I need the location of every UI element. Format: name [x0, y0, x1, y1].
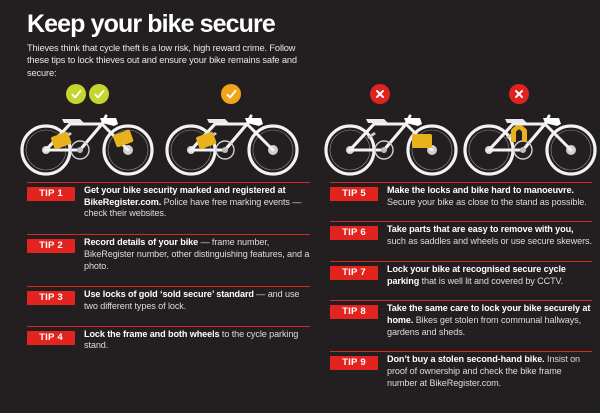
tip-item: TIP 5 Make the locks and bike hard to ma… [330, 182, 592, 208]
tips-column-left: TIP 1 Get your bike security marked and … [27, 182, 310, 352]
bike-wheels [463, 124, 597, 176]
check-icon [221, 84, 241, 104]
tips-column-right: TIP 5 Make the locks and bike hard to ma… [330, 182, 592, 389]
tip-text: Lock the frame and both wheels to the cy… [84, 329, 310, 352]
tip-badge: TIP 2 [27, 239, 75, 254]
tip-text: Get your bike security marked and regist… [84, 185, 310, 220]
bike-illustration-3 [322, 84, 468, 176]
tip-badge: TIP 8 [330, 305, 378, 320]
tip-rest: Secure your bike as close to the stand a… [387, 196, 587, 207]
bike-locks [196, 131, 217, 150]
page-subtitle: Thieves think that cycle theft is a low … [27, 43, 297, 78]
tip-item: TIP 2 Record details of your bike — fram… [27, 234, 310, 272]
bike-locks [51, 129, 134, 150]
tip-badge: TIP 6 [330, 226, 378, 241]
cross-icon [370, 84, 390, 104]
status-mark-good [89, 84, 109, 104]
check-icon [66, 84, 86, 104]
status-marks-bike-2 [221, 84, 241, 106]
bike-details [366, 118, 422, 160]
cross-icon [509, 84, 529, 104]
bike-details [62, 118, 118, 160]
tip-text: Use locks of gold ‘sold secure’ standard… [84, 289, 310, 312]
bike-locks [511, 125, 527, 142]
tip-lead: Use locks of gold ‘sold secure’ standard [84, 289, 254, 300]
tip-item: TIP 6 Take parts that are easy to remove… [330, 221, 592, 247]
tip-divider [27, 182, 310, 183]
bike-locks [412, 134, 432, 148]
tip-divider [330, 260, 592, 262]
bike-details [505, 118, 561, 160]
bike-wheels [20, 124, 154, 176]
tip-item: TIP 1 Get your bike security marked and … [27, 182, 310, 220]
status-mark-bad [509, 84, 529, 104]
tip-badge: TIP 4 [27, 330, 75, 345]
tip-rest: Police have free marking events — check … [84, 196, 302, 219]
tip-divider [330, 221, 592, 223]
bike-wheels [165, 124, 299, 176]
tip-item: TIP 8 Take the same care to lock your bi… [330, 300, 592, 338]
tip-divider [330, 182, 592, 183]
tip-text: Take the same care to lock your bike sec… [387, 303, 592, 338]
tip-badge: TIP 9 [330, 356, 378, 371]
tip-divider [27, 234, 310, 236]
tip-rest: to the cycle parking stand. [84, 328, 299, 351]
tip-divider [27, 286, 310, 288]
status-marks-bike-3 [370, 84, 390, 106]
bike-illustration-4 [461, 84, 600, 176]
header: Keep your bike secure Thieves think that… [27, 10, 327, 79]
tip-rest: Insist on proof of ownership and check t… [387, 354, 580, 388]
tip-badge: TIP 5 [330, 187, 378, 201]
tip-lead: Lock your bike at recognised secure cycl… [387, 263, 566, 286]
tip-item: TIP 9 Don’t buy a stolen second-hand bik… [330, 351, 592, 389]
status-mark-warning [221, 84, 241, 104]
tip-text: Take parts that are easy to remove with … [387, 224, 592, 247]
tip-text: Don’t buy a stolen second-hand bike. Ins… [387, 354, 592, 389]
tip-rest: that is well lit and covered by CCTV. [419, 275, 564, 286]
tip-item: TIP 3 Use locks of gold ‘sold secure’ st… [27, 286, 310, 312]
tip-badge: TIP 7 [330, 265, 378, 280]
tip-divider [330, 351, 592, 353]
tip-lead: Get your bike security marked and regist… [84, 185, 286, 207]
bicycle-graphic [324, 114, 458, 176]
tip-badge: TIP 3 [27, 291, 75, 306]
tip-divider [27, 325, 310, 327]
bike-wheels [324, 124, 458, 176]
tip-rest: such as saddles and wheels or use secure… [387, 236, 592, 247]
check-icon [89, 84, 109, 104]
tip-rest: — and use two different types of lock. [84, 289, 300, 311]
status-mark-good [66, 84, 86, 104]
tip-item: TIP 4 Lock the frame and both wheels to … [27, 325, 310, 352]
bicycle-graphic [20, 114, 154, 176]
tip-lead: Record details of your bike [84, 237, 199, 248]
bike-illustration-band [0, 84, 600, 176]
status-marks-bike-4 [509, 84, 529, 106]
status-mark-bad [370, 84, 390, 104]
tip-divider [330, 300, 592, 302]
tip-rest: — frame number, BikeRegister number, oth… [84, 237, 310, 271]
bicycle-graphic [463, 114, 597, 176]
tip-badge: TIP 1 [27, 187, 75, 201]
tip-lead: Make the locks and bike hard to manoeuvr… [387, 185, 574, 195]
bicycle-graphic [165, 114, 299, 176]
tip-text: Lock your bike at recognised secure cycl… [387, 264, 592, 287]
tip-text: Record details of your bike — frame numb… [84, 237, 310, 272]
tip-rest: Bikes get stolen from communal hallways,… [387, 314, 582, 337]
tip-lead: Lock the frame and both wheels [84, 328, 220, 339]
tip-item: TIP 7 Lock your bike at recognised secur… [330, 260, 592, 287]
page-title: Keep your bike secure [27, 10, 276, 38]
tip-lead: Take parts that are easy to remove with … [387, 224, 574, 235]
tip-lead: Take the same care to lock your bike sec… [387, 303, 591, 325]
status-marks-bike-1 [66, 84, 109, 106]
bike-illustration-1 [18, 84, 164, 176]
bike-frame [485, 114, 573, 152]
tip-text: Make the locks and bike hard to manoeuvr… [387, 185, 592, 208]
bike-illustration-2 [163, 84, 309, 176]
tip-lead: Don’t buy a stolen second-hand bike. [387, 354, 545, 365]
